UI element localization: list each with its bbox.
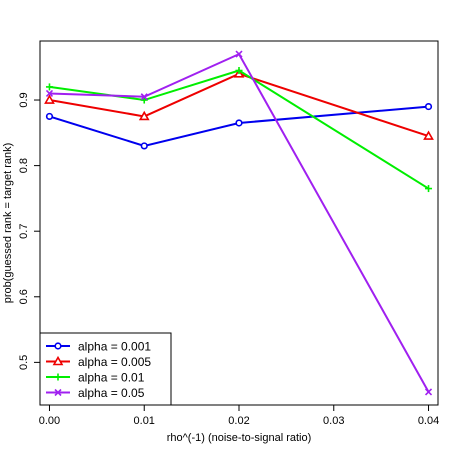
legend-label: alpha = 0.005 <box>78 355 151 369</box>
x-tick-label: 0.03 <box>323 415 344 427</box>
data-point <box>44 94 55 104</box>
y-tick-label: 0.6 <box>18 289 30 304</box>
data-point <box>424 102 433 111</box>
data-point <box>424 388 433 396</box>
y-axis-label: prob(guessed rank = target rank) <box>2 143 14 304</box>
data-point <box>235 50 243 58</box>
legend-label: alpha = 0.01 <box>78 371 145 385</box>
x-tick-label: 0.00 <box>39 415 60 427</box>
data-point <box>140 142 148 150</box>
legend-label: alpha = 0.001 <box>78 340 151 354</box>
series-line <box>49 69 430 190</box>
y-tick-label: 0.9 <box>18 92 30 107</box>
data-point <box>45 89 54 98</box>
legend-marker <box>54 373 62 381</box>
data-point <box>45 112 54 121</box>
series-2 <box>44 68 434 140</box>
x-axis: 0.00 0.01 0.02 0.03 0.04 <box>39 404 439 427</box>
x-tick-label: 0.01 <box>134 415 155 427</box>
x-tick-label: 0.04 <box>418 415 439 427</box>
data-point <box>235 119 243 127</box>
data-point <box>140 93 148 101</box>
series-3 <box>45 67 433 193</box>
series-line <box>49 52 430 393</box>
y-axis: 0.5 0.6 0.7 0.8 0.9 <box>18 92 41 370</box>
legend-entry: alpha = 0.001 <box>46 340 151 354</box>
legend-marker <box>52 355 64 366</box>
data-point <box>423 130 434 140</box>
x-tick-label: 0.02 <box>228 415 249 427</box>
legend-marker <box>54 388 62 397</box>
legend-entry: alpha = 0.05 <box>46 386 145 400</box>
series-1 <box>45 102 433 150</box>
y-tick-label: 0.8 <box>18 158 30 173</box>
legend-entry: alpha = 0.005 <box>46 355 151 369</box>
series-layer <box>44 50 434 396</box>
data-point <box>425 185 433 193</box>
y-tick-label: 0.7 <box>18 224 30 239</box>
series-4 <box>45 50 433 396</box>
legend-entry: alpha = 0.01 <box>46 371 145 385</box>
y-tick-label: 0.5 <box>18 355 30 370</box>
series-line <box>49 72 429 138</box>
legend-marker <box>54 342 62 350</box>
x-axis-label: rho^(-1) (noise-to-signal ratio) <box>167 432 312 444</box>
legend-label: alpha = 0.05 <box>78 386 145 400</box>
series-line <box>49 105 429 147</box>
data-point <box>45 83 53 91</box>
data-point <box>235 67 243 75</box>
data-point <box>138 110 150 121</box>
